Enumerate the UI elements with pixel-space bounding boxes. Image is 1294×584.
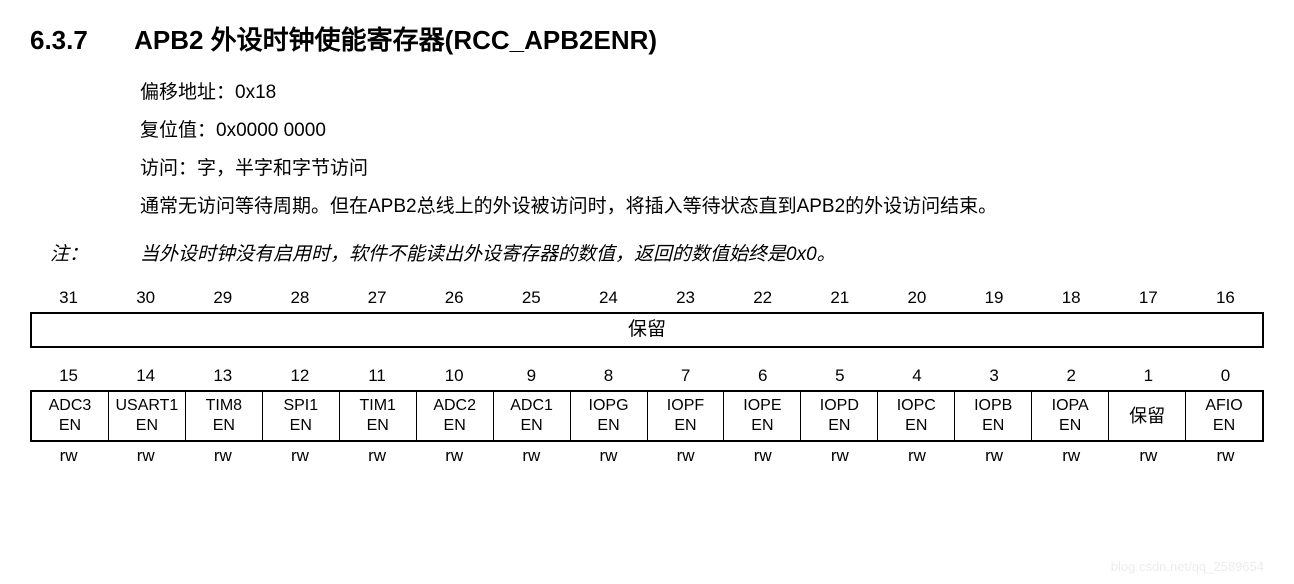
bit-number: 23 xyxy=(647,284,724,312)
access-mode: 访问：字，半字和字节访问 xyxy=(140,151,1264,187)
watermark: blog.csdn.net/qq_2589654 xyxy=(1111,559,1264,574)
bit-field: ADC3EN xyxy=(32,392,108,440)
fields-low: ADC3ENUSART1ENTIM8ENSPI1ENTIM1ENADC2ENAD… xyxy=(30,390,1264,442)
description: 通常无访问等待周期。但在APB2总线上的外设被访问时，将插入等待状态直到APB2… xyxy=(140,189,1264,225)
bit-field: SPI1EN xyxy=(262,392,339,440)
access-type: rw xyxy=(801,442,878,466)
bit-field: IOPAEN xyxy=(1031,392,1108,440)
access-type: rw xyxy=(956,442,1033,466)
bit-number: 22 xyxy=(724,284,801,312)
access-type: rw xyxy=(1033,442,1110,466)
bit-field: IOPBEN xyxy=(954,392,1031,440)
bit-number: 10 xyxy=(416,362,493,390)
bit-number: 21 xyxy=(801,284,878,312)
offset-address: 偏移地址：0x18 xyxy=(140,75,1264,111)
bit-number: 5 xyxy=(801,362,878,390)
bit-number: 4 xyxy=(878,362,955,390)
access-type: rw xyxy=(339,442,416,466)
access-type: rw xyxy=(30,442,107,466)
access-type: rw xyxy=(107,442,184,466)
bit-number: 25 xyxy=(493,284,570,312)
bit-number: 26 xyxy=(416,284,493,312)
bit-field: USART1EN xyxy=(108,392,185,440)
access-type: rw xyxy=(1187,442,1264,466)
bit-number: 24 xyxy=(570,284,647,312)
bit-number: 30 xyxy=(107,284,184,312)
bit-number: 2 xyxy=(1033,362,1110,390)
reset-value: 复位值：0x0000 0000 xyxy=(140,113,1264,149)
bit-number: 16 xyxy=(1187,284,1264,312)
reserved-field: 保留 xyxy=(32,314,1262,346)
bit-number: 17 xyxy=(1110,284,1187,312)
fields-high: 保留 xyxy=(30,312,1264,348)
access-type: rw xyxy=(724,442,801,466)
access-type: rw xyxy=(647,442,724,466)
access-type: rw xyxy=(570,442,647,466)
bit-number: 31 xyxy=(30,284,107,312)
section-number: 6.3.7 xyxy=(30,25,88,56)
bit-field: 保留 xyxy=(1108,392,1185,440)
bit-number: 28 xyxy=(261,284,338,312)
bit-field: TIM1EN xyxy=(339,392,416,440)
bit-number: 27 xyxy=(339,284,416,312)
access-type: rw xyxy=(493,442,570,466)
note-label: 注： xyxy=(30,239,140,266)
bit-number: 29 xyxy=(184,284,261,312)
access-type: rw xyxy=(416,442,493,466)
section-title: APB2 外设时钟使能寄存器(RCC_APB2ENR) xyxy=(134,25,657,55)
bit-number: 9 xyxy=(493,362,570,390)
access-type: rw xyxy=(184,442,261,466)
note: 注： 当外设时钟没有启用时，软件不能读出外设寄存器的数值，返回的数值始终是0x0… xyxy=(30,239,1264,266)
bit-number: 1 xyxy=(1110,362,1187,390)
bit-number: 3 xyxy=(956,362,1033,390)
bit-field: ADC1EN xyxy=(493,392,570,440)
bit-field: IOPGEN xyxy=(570,392,647,440)
bit-field: ADC2EN xyxy=(416,392,493,440)
bit-number: 11 xyxy=(339,362,416,390)
note-text: 当外设时钟没有启用时，软件不能读出外设寄存器的数值，返回的数值始终是0x0。 xyxy=(140,239,1264,266)
bit-field: AFIOEN xyxy=(1185,392,1262,440)
section-heading: 6.3.7 APB2 外设时钟使能寄存器(RCC_APB2ENR) xyxy=(30,20,1264,57)
bit-number: 12 xyxy=(261,362,338,390)
bit-field: IOPEEN xyxy=(723,392,800,440)
bit-numbers-high: 31302928272625242322212019181716 xyxy=(30,284,1264,312)
bit-number: 6 xyxy=(724,362,801,390)
info-block: 偏移地址：0x18 复位值：0x0000 0000 访问：字，半字和字节访问 通… xyxy=(140,75,1264,225)
bit-field: TIM8EN xyxy=(185,392,262,440)
bit-field: IOPCEN xyxy=(877,392,954,440)
access-row: rwrwrwrwrwrwrwrwrwrwrwrwrwrwrwrw xyxy=(30,442,1264,466)
bit-field: IOPDEN xyxy=(800,392,877,440)
access-type: rw xyxy=(878,442,955,466)
access-type: rw xyxy=(261,442,338,466)
bit-number: 0 xyxy=(1187,362,1264,390)
access-type: rw xyxy=(1110,442,1187,466)
bit-number: 8 xyxy=(570,362,647,390)
bit-number: 14 xyxy=(107,362,184,390)
bit-number: 18 xyxy=(1033,284,1110,312)
bit-numbers-low: 1514131211109876543210 xyxy=(30,362,1264,390)
bit-number: 7 xyxy=(647,362,724,390)
bit-number: 20 xyxy=(878,284,955,312)
register-table: 31302928272625242322212019181716 保留 1514… xyxy=(30,284,1264,466)
bit-number: 13 xyxy=(184,362,261,390)
bit-field: IOPFEN xyxy=(647,392,724,440)
bit-number: 15 xyxy=(30,362,107,390)
bit-number: 19 xyxy=(956,284,1033,312)
